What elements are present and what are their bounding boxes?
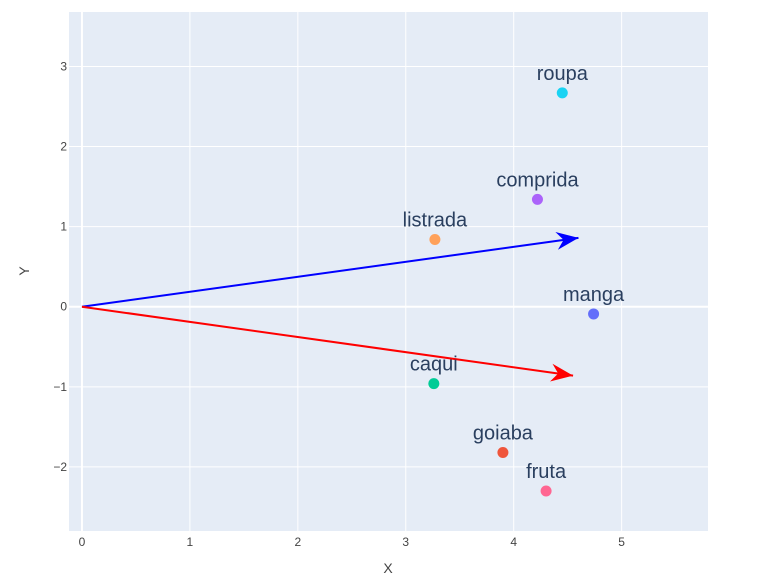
x-tick-label: 5 <box>618 535 625 549</box>
data-label-manga: manga <box>563 284 625 306</box>
x-tick-label: 1 <box>187 535 194 549</box>
y-tick-label: 2 <box>60 140 67 154</box>
vector-arrow <box>81 232 579 308</box>
arrow-shaft <box>81 236 579 308</box>
arrow-head <box>550 363 574 382</box>
zero-lines <box>69 12 708 531</box>
data-label-goiaba: goiaba <box>473 423 534 445</box>
grid-lines <box>69 12 708 531</box>
data-label-comprida: comprida <box>496 169 579 191</box>
x-axis-title: X <box>383 560 393 576</box>
data-point-manga <box>588 308 600 320</box>
y-tick-label: −2 <box>53 460 67 474</box>
y-axis-title: Y <box>16 266 32 276</box>
data-point-listrada <box>429 233 441 245</box>
data-point-comprida <box>531 193 543 205</box>
data-points <box>428 87 600 497</box>
data-label-roupa: roupa <box>537 63 589 85</box>
data-label-listrada: listrada <box>403 209 468 231</box>
y-tick-label: 3 <box>60 59 67 73</box>
data-point-roupa <box>556 87 568 99</box>
x-tick-label: 0 <box>79 535 86 549</box>
vector-arrow <box>81 305 574 382</box>
data-point-labels: roupa comprida listrada manga caqui goiaba fru… <box>403 63 625 483</box>
x-tick-label: 2 <box>294 535 301 549</box>
y-tick-labels: −2 −1 0 1 2 3 <box>53 59 67 473</box>
x-tick-labels: 0 1 2 3 4 5 <box>79 535 626 549</box>
arrow-shaft <box>81 305 574 377</box>
x-tick-label: 4 <box>510 535 517 549</box>
y-tick-label: 1 <box>60 220 67 234</box>
data-point-fruta <box>540 485 552 497</box>
plot-background <box>69 12 708 531</box>
data-point-caqui <box>428 378 440 390</box>
arrows <box>81 232 579 382</box>
y-tick-label: 0 <box>60 300 67 314</box>
data-point-goiaba <box>497 447 509 459</box>
y-tick-label: −1 <box>53 380 67 394</box>
data-label-caqui: caqui <box>410 354 458 376</box>
x-tick-label: 3 <box>402 535 409 549</box>
arrow-head <box>555 232 579 250</box>
data-label-fruta: fruta <box>526 461 567 483</box>
